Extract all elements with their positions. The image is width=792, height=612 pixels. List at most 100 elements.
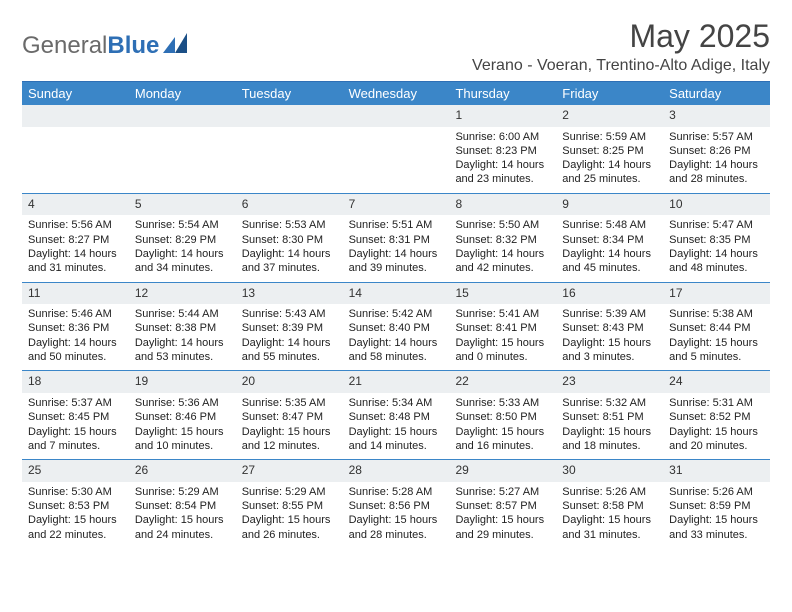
daylight-line2: and 29 minutes. — [455, 528, 550, 542]
dow-saturday: Saturday — [663, 82, 770, 105]
day-number: 16 — [556, 283, 663, 305]
daylight-line2: and 37 minutes. — [242, 261, 337, 275]
brand-logo: GeneralBlue — [22, 18, 191, 60]
daylight-line2: and 3 minutes. — [562, 350, 657, 364]
daylight-line2: and 55 minutes. — [242, 350, 337, 364]
day-number: 18 — [22, 371, 129, 393]
day-cell — [129, 105, 236, 193]
sunset-text: Sunset: 8:36 PM — [28, 321, 123, 335]
daylight-line1: Daylight: 15 hours — [349, 513, 444, 527]
day-cell: 5Sunrise: 5:54 AMSunset: 8:29 PMDaylight… — [129, 194, 236, 282]
daylight-line1: Daylight: 15 hours — [669, 425, 764, 439]
day-body: Sunrise: 5:29 AMSunset: 8:55 PMDaylight:… — [236, 482, 343, 548]
sunrise-text: Sunrise: 5:50 AM — [455, 218, 550, 232]
day-number: 17 — [663, 283, 770, 305]
daylight-line2: and 33 minutes. — [669, 528, 764, 542]
day-number: 2 — [556, 105, 663, 127]
day-body: Sunrise: 6:00 AMSunset: 8:23 PMDaylight:… — [449, 127, 556, 193]
daylight-line1: Daylight: 14 hours — [242, 247, 337, 261]
day-number: 5 — [129, 194, 236, 216]
day-number: 27 — [236, 460, 343, 482]
day-number: 6 — [236, 194, 343, 216]
daylight-line2: and 22 minutes. — [28, 528, 123, 542]
sunset-text: Sunset: 8:39 PM — [242, 321, 337, 335]
month-title: May 2025 — [472, 18, 770, 55]
day-number — [22, 105, 129, 127]
daylight-line1: Daylight: 15 hours — [135, 425, 230, 439]
day-body: Sunrise: 5:47 AMSunset: 8:35 PMDaylight:… — [663, 215, 770, 281]
sunset-text: Sunset: 8:44 PM — [669, 321, 764, 335]
day-body: Sunrise: 5:32 AMSunset: 8:51 PMDaylight:… — [556, 393, 663, 459]
day-number: 10 — [663, 194, 770, 216]
day-body: Sunrise: 5:57 AMSunset: 8:26 PMDaylight:… — [663, 127, 770, 193]
day-body: Sunrise: 5:36 AMSunset: 8:46 PMDaylight:… — [129, 393, 236, 459]
day-cell: 27Sunrise: 5:29 AMSunset: 8:55 PMDayligh… — [236, 460, 343, 548]
day-body: Sunrise: 5:39 AMSunset: 8:43 PMDaylight:… — [556, 304, 663, 370]
sunrise-text: Sunrise: 5:32 AM — [562, 396, 657, 410]
day-number: 7 — [343, 194, 450, 216]
sunset-text: Sunset: 8:25 PM — [562, 144, 657, 158]
daylight-line2: and 34 minutes. — [135, 261, 230, 275]
day-cell: 11Sunrise: 5:46 AMSunset: 8:36 PMDayligh… — [22, 283, 129, 371]
dow-sunday: Sunday — [22, 82, 129, 105]
sunset-text: Sunset: 8:26 PM — [669, 144, 764, 158]
week-row: 25Sunrise: 5:30 AMSunset: 8:53 PMDayligh… — [22, 460, 770, 548]
day-cell: 14Sunrise: 5:42 AMSunset: 8:40 PMDayligh… — [343, 283, 450, 371]
week-row: 11Sunrise: 5:46 AMSunset: 8:36 PMDayligh… — [22, 283, 770, 371]
day-body: Sunrise: 5:30 AMSunset: 8:53 PMDaylight:… — [22, 482, 129, 548]
day-cell: 22Sunrise: 5:33 AMSunset: 8:50 PMDayligh… — [449, 371, 556, 459]
daylight-line1: Daylight: 15 hours — [28, 425, 123, 439]
daylight-line2: and 42 minutes. — [455, 261, 550, 275]
sunrise-text: Sunrise: 5:31 AM — [669, 396, 764, 410]
day-cell: 3Sunrise: 5:57 AMSunset: 8:26 PMDaylight… — [663, 105, 770, 193]
daylight-line1: Daylight: 14 hours — [28, 336, 123, 350]
day-body: Sunrise: 5:43 AMSunset: 8:39 PMDaylight:… — [236, 304, 343, 370]
day-cell: 6Sunrise: 5:53 AMSunset: 8:30 PMDaylight… — [236, 194, 343, 282]
day-number: 28 — [343, 460, 450, 482]
day-number — [343, 105, 450, 127]
sunrise-text: Sunrise: 5:47 AM — [669, 218, 764, 232]
daylight-line2: and 18 minutes. — [562, 439, 657, 453]
sunset-text: Sunset: 8:51 PM — [562, 410, 657, 424]
day-number: 29 — [449, 460, 556, 482]
sunrise-text: Sunrise: 5:48 AM — [562, 218, 657, 232]
daylight-line1: Daylight: 15 hours — [562, 336, 657, 350]
day-number — [236, 105, 343, 127]
daylight-line2: and 20 minutes. — [669, 439, 764, 453]
day-body: Sunrise: 5:27 AMSunset: 8:57 PMDaylight:… — [449, 482, 556, 548]
day-number: 1 — [449, 105, 556, 127]
sunset-text: Sunset: 8:34 PM — [562, 233, 657, 247]
daylight-line1: Daylight: 14 hours — [669, 158, 764, 172]
sunset-text: Sunset: 8:23 PM — [455, 144, 550, 158]
daylight-line2: and 45 minutes. — [562, 261, 657, 275]
daylight-line1: Daylight: 15 hours — [349, 425, 444, 439]
daylight-line2: and 10 minutes. — [135, 439, 230, 453]
day-number: 3 — [663, 105, 770, 127]
daylight-line1: Daylight: 14 hours — [349, 247, 444, 261]
sunset-text: Sunset: 8:55 PM — [242, 499, 337, 513]
title-block: May 2025 Verano - Voeran, Trentino-Alto … — [472, 18, 770, 75]
sunrise-text: Sunrise: 5:26 AM — [669, 485, 764, 499]
sunrise-text: Sunrise: 5:39 AM — [562, 307, 657, 321]
weeks-container: 1Sunrise: 6:00 AMSunset: 8:23 PMDaylight… — [22, 105, 770, 548]
daylight-line2: and 0 minutes. — [455, 350, 550, 364]
sunrise-text: Sunrise: 5:27 AM — [455, 485, 550, 499]
daylight-line1: Daylight: 15 hours — [455, 425, 550, 439]
daylight-line2: and 31 minutes. — [562, 528, 657, 542]
day-body: Sunrise: 5:56 AMSunset: 8:27 PMDaylight:… — [22, 215, 129, 281]
sunrise-text: Sunrise: 5:57 AM — [669, 130, 764, 144]
daylight-line1: Daylight: 14 hours — [669, 247, 764, 261]
day-body: Sunrise: 5:48 AMSunset: 8:34 PMDaylight:… — [556, 215, 663, 281]
sunrise-text: Sunrise: 5:29 AM — [242, 485, 337, 499]
day-number: 26 — [129, 460, 236, 482]
daylight-line2: and 16 minutes. — [455, 439, 550, 453]
day-cell — [343, 105, 450, 193]
day-cell: 31Sunrise: 5:26 AMSunset: 8:59 PMDayligh… — [663, 460, 770, 548]
day-cell: 16Sunrise: 5:39 AMSunset: 8:43 PMDayligh… — [556, 283, 663, 371]
day-cell: 23Sunrise: 5:32 AMSunset: 8:51 PMDayligh… — [556, 371, 663, 459]
dow-tuesday: Tuesday — [236, 82, 343, 105]
daylight-line2: and 14 minutes. — [349, 439, 444, 453]
day-cell: 17Sunrise: 5:38 AMSunset: 8:44 PMDayligh… — [663, 283, 770, 371]
day-body: Sunrise: 5:54 AMSunset: 8:29 PMDaylight:… — [129, 215, 236, 281]
sunset-text: Sunset: 8:48 PM — [349, 410, 444, 424]
